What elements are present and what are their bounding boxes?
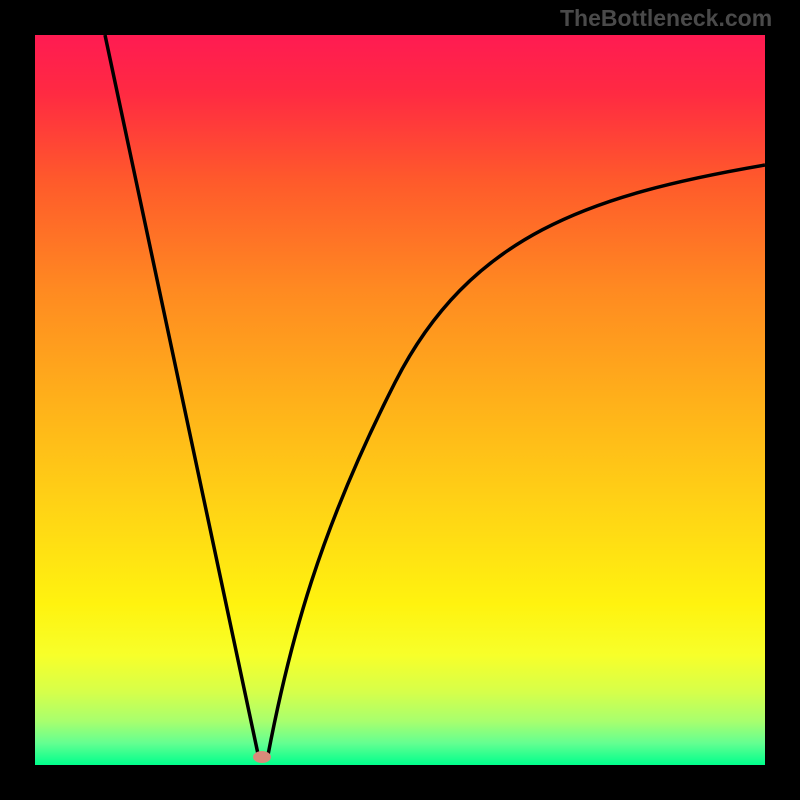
- bottleneck-curve: [0, 0, 800, 800]
- minimum-marker: [253, 751, 271, 763]
- watermark-text: TheBottleneck.com: [560, 5, 772, 32]
- chart-container: TheBottleneck.com: [0, 0, 800, 800]
- curve-left-branch: [105, 35, 258, 754]
- curve-right-branch: [268, 165, 765, 755]
